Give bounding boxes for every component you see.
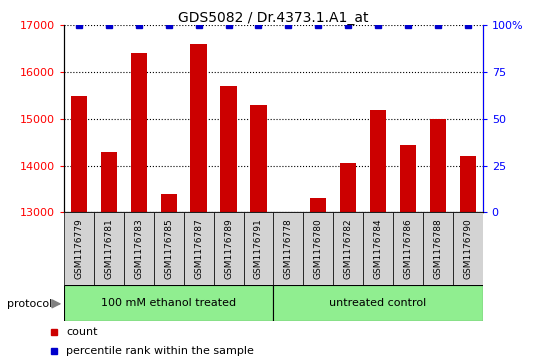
Text: GSM1176783: GSM1176783 [134,218,143,279]
Text: GSM1176790: GSM1176790 [463,218,472,279]
Bar [64,285,273,321]
Bar [161,193,177,363]
Bar [124,212,154,285]
Text: GSM1176788: GSM1176788 [434,218,442,279]
Text: GSM1176778: GSM1176778 [284,218,293,279]
Bar [393,212,423,285]
Bar [280,212,297,363]
Bar [214,212,243,285]
Bar [94,212,124,285]
Text: untreated control: untreated control [329,298,427,308]
Text: GDS5082 / Dr.4373.1.A1_at: GDS5082 / Dr.4373.1.A1_at [178,11,369,25]
Bar [131,53,147,363]
Text: GSM1176782: GSM1176782 [344,218,353,279]
Bar [154,212,184,285]
Bar [243,212,273,285]
Text: GSM1176781: GSM1176781 [104,218,113,279]
Text: GSM1176784: GSM1176784 [373,218,383,279]
Text: GSM1176780: GSM1176780 [314,218,323,279]
Bar [430,119,446,363]
Bar [250,105,267,363]
Bar [101,152,117,363]
Bar [423,212,453,285]
Bar [273,212,304,285]
Bar [273,285,483,321]
Bar [190,44,207,363]
Bar [71,95,88,363]
Bar [400,144,416,363]
Bar [184,212,214,285]
Text: GSM1176787: GSM1176787 [194,218,203,279]
Text: count: count [66,327,98,337]
Text: GSM1176791: GSM1176791 [254,218,263,279]
Text: GSM1176786: GSM1176786 [403,218,412,279]
Bar [453,212,483,285]
Text: percentile rank within the sample: percentile rank within the sample [66,346,254,356]
Bar [333,212,363,285]
Text: GSM1176785: GSM1176785 [164,218,174,279]
Text: GSM1176789: GSM1176789 [224,218,233,279]
Text: GSM1176779: GSM1176779 [75,218,84,279]
Bar [64,212,94,285]
Bar [304,212,333,285]
Text: protocol: protocol [7,299,52,309]
Bar [363,212,393,285]
Bar [220,86,237,363]
Bar [340,163,357,363]
Bar [459,156,476,363]
Text: 100 mM ethanol treated: 100 mM ethanol treated [101,298,237,308]
Bar [310,198,326,363]
Bar [370,110,386,363]
